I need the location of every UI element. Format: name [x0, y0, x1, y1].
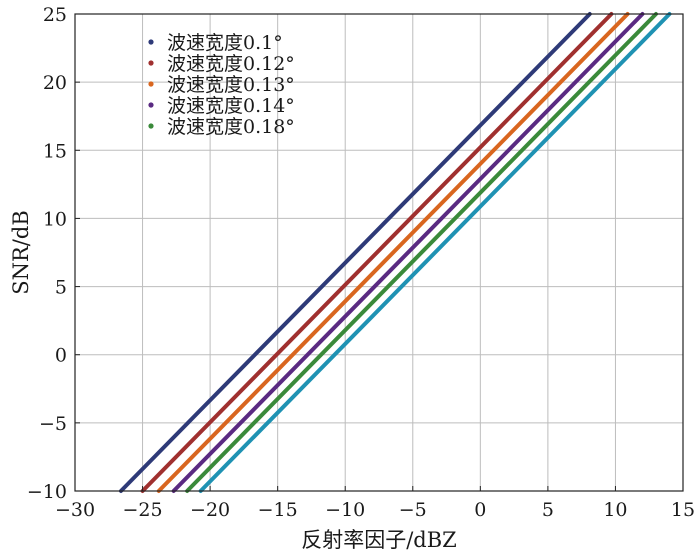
series-line-1 — [118, 12, 592, 493]
legend-label: 波速宽度0.14° — [167, 95, 295, 117]
legend-marker — [148, 123, 154, 129]
legend-marker — [148, 39, 154, 45]
series-lines — [118, 12, 672, 493]
legend-item: 波速宽度0.18° — [148, 116, 295, 138]
legend-item: 波速宽度0.14° — [148, 95, 295, 117]
x-tick-label: 5 — [542, 499, 554, 521]
x-tick-label: 15 — [671, 499, 695, 521]
x-tick-label: 10 — [603, 499, 627, 521]
legend: 波速宽度0.1°波速宽度0.12°波速宽度0.13°波速宽度0.14°波速宽度0… — [148, 32, 295, 138]
legend-marker — [148, 102, 154, 108]
y-axis-label: SNR/dB — [9, 210, 33, 295]
x-tick-label: −20 — [190, 499, 230, 521]
series-line-2 — [140, 12, 614, 493]
y-tick-label: −5 — [39, 413, 67, 435]
legend-label: 波速宽度0.13° — [167, 74, 295, 96]
y-tick-label: 20 — [43, 72, 67, 94]
x-tick-label: −15 — [258, 499, 298, 521]
series-line-5 — [185, 12, 658, 493]
legend-marker — [148, 60, 154, 66]
y-tick-label: 25 — [43, 4, 67, 26]
x-tick-label: −10 — [325, 499, 365, 521]
x-tick-label: −5 — [399, 499, 427, 521]
series-line-3 — [156, 12, 630, 493]
y-tick-label: 10 — [43, 208, 67, 230]
plot-frame — [74, 13, 684, 492]
series-line-6 — [198, 12, 672, 493]
grid — [75, 14, 683, 491]
x-tick-label: −25 — [123, 499, 163, 521]
legend-item: 波速宽度0.13° — [148, 74, 295, 96]
x-tick-label: −30 — [55, 499, 95, 521]
legend-label: 波速宽度0.12° — [167, 53, 295, 75]
y-tick-label: 5 — [55, 277, 67, 299]
y-tick-label: 15 — [43, 140, 67, 162]
y-tick-label: −10 — [27, 481, 67, 503]
legend-label: 波速宽度0.18° — [167, 116, 295, 138]
legend-label: 波速宽度0.1° — [167, 32, 283, 54]
legend-marker — [148, 81, 154, 87]
x-axis-label: 反射率因子/dBZ — [301, 528, 457, 552]
legend-item: 波速宽度0.12° — [148, 53, 295, 75]
series-line-4 — [171, 12, 645, 493]
x-tick-label: 0 — [474, 499, 486, 521]
ticks: −30 −25 −20 −15 −10 −5 0 5 10 15 −10 −5 0 5 10 15 20 25 — [27, 4, 695, 521]
legend-item: 波速宽度0.1° — [148, 32, 283, 54]
y-tick-label: 0 — [55, 345, 67, 367]
